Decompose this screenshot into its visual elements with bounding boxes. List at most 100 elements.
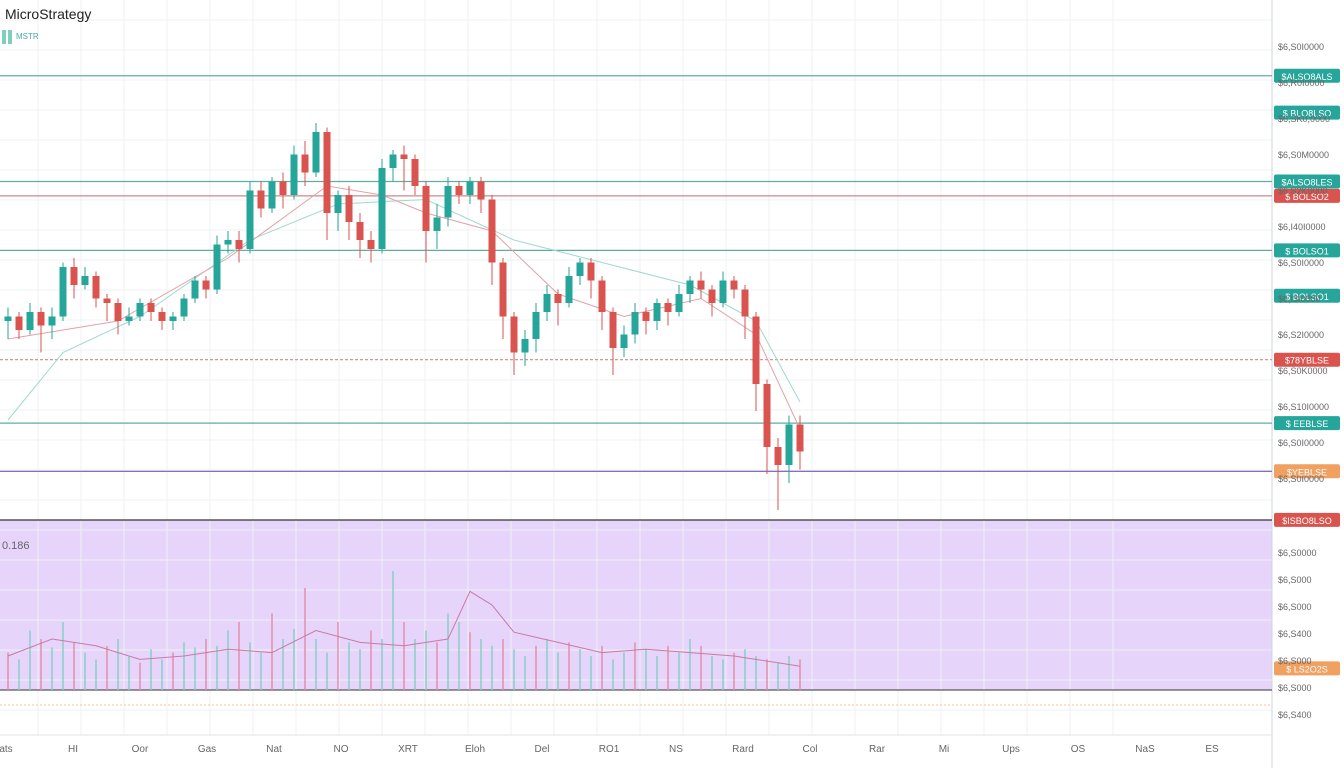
price-badge-label: $ BLO8LSO xyxy=(1283,109,1332,119)
candle-body xyxy=(785,424,793,465)
oscillator-line xyxy=(7,590,801,667)
osc-tick-label: $6,S000 xyxy=(1278,683,1312,693)
y-tick-label: $6,R0I0000 xyxy=(1278,78,1325,88)
candle-body xyxy=(180,298,188,317)
candle-body xyxy=(455,186,463,195)
candle-body xyxy=(169,316,177,321)
price-badge xyxy=(1274,352,1340,367)
price-badge xyxy=(1274,512,1340,527)
candle-body xyxy=(378,168,386,249)
price-badge xyxy=(1274,288,1340,303)
osc-tick-label: $6,S000 xyxy=(1278,656,1312,666)
price-badge-label: $ISBO8LSO xyxy=(1282,516,1332,526)
candle-body xyxy=(37,312,45,326)
x-tick-label: Rar xyxy=(869,744,886,755)
price-badge-label: $78YBLSE xyxy=(1285,356,1329,366)
candle-body xyxy=(213,244,221,290)
candle-body xyxy=(653,303,661,321)
y-tick-label: $6,S10I0000 xyxy=(1278,402,1329,412)
candle-body xyxy=(752,316,760,384)
x-tick-label: Col xyxy=(802,744,817,755)
candle-body xyxy=(477,181,485,200)
candle-body xyxy=(411,159,419,186)
candle-body xyxy=(191,280,199,299)
osc-tick-label: $6,S400 xyxy=(1278,629,1312,639)
x-tick-label: ES xyxy=(1205,744,1219,755)
x-tick-label: RO1 xyxy=(599,744,620,755)
candle-body xyxy=(136,303,144,317)
candle-body xyxy=(554,294,562,303)
oscillator-value: 0.186 xyxy=(2,540,30,552)
candle-body xyxy=(532,312,540,339)
candle-body xyxy=(48,316,56,326)
symbol-legend: MSTR xyxy=(2,30,39,44)
osc-tick-label: $6,S000 xyxy=(1278,575,1312,585)
price-badge-label: $YEBLSE xyxy=(1287,467,1327,477)
candle-body xyxy=(59,267,67,317)
candle-body xyxy=(125,316,133,321)
candle-body xyxy=(763,384,771,447)
price-badge-label: $ALSO8LES xyxy=(1281,178,1332,188)
price-badge-label: $ALSO8ALS xyxy=(1281,72,1332,82)
x-tick-label: NO xyxy=(334,744,349,755)
price-badge xyxy=(1274,464,1340,479)
x-tick-label: Del xyxy=(534,744,549,755)
candle-body xyxy=(257,190,265,209)
oscillator-pane xyxy=(0,520,1272,690)
x-tick-label: Rard xyxy=(732,744,754,755)
candle-body xyxy=(356,222,364,240)
candle-body xyxy=(147,303,155,312)
candle-body xyxy=(521,339,529,353)
candle-body xyxy=(433,217,441,231)
candle-body xyxy=(224,240,232,245)
moving-average-fast xyxy=(7,185,801,430)
osc-tick-label: $6,S400 xyxy=(1278,710,1312,720)
candle-body xyxy=(598,280,606,312)
x-tick-label: OS xyxy=(1071,744,1086,755)
candle-body xyxy=(367,240,375,249)
candle-body xyxy=(4,316,12,321)
candle-body xyxy=(279,181,287,195)
candle-body xyxy=(466,181,474,195)
x-tick-label: Nat xyxy=(266,744,282,755)
candle-body xyxy=(510,316,518,353)
x-tick-label: Gas xyxy=(198,744,216,755)
osc-tick-label: $6,S000 xyxy=(1278,602,1312,612)
candle-body xyxy=(565,276,573,303)
x-tick-label: HI xyxy=(68,744,78,755)
candle-body xyxy=(312,132,320,173)
candle-body xyxy=(609,312,617,348)
candle-body xyxy=(631,312,639,335)
price-badge-label: $ EEBLSE xyxy=(1286,419,1329,429)
candle-body xyxy=(576,262,584,276)
candle-body xyxy=(587,262,595,281)
x-tick-label: XRT xyxy=(398,744,418,755)
x-tick-label: Mi xyxy=(939,744,950,755)
candle-body xyxy=(26,312,34,330)
candle-body xyxy=(268,181,276,209)
candle-body xyxy=(345,195,353,222)
candle-body xyxy=(664,303,672,312)
y-tick-label: $6,S0I0000 xyxy=(1278,42,1324,52)
candle-body xyxy=(15,316,23,330)
price-badge xyxy=(1274,243,1340,258)
x-tick-label: Oor xyxy=(132,744,149,755)
candle-body xyxy=(741,289,749,317)
candle-body xyxy=(301,154,309,173)
candle-body xyxy=(730,280,738,290)
price-badge xyxy=(1274,188,1340,203)
x-tick-label: Eloh xyxy=(465,744,485,755)
y-tick-label: $6,I40I0000 xyxy=(1278,222,1326,232)
chart-title: MicroStrategy xyxy=(5,6,92,22)
candle-body xyxy=(675,294,683,312)
candle-body xyxy=(158,312,166,321)
x-tick-label: ats xyxy=(0,744,13,755)
y-tick-label: $6,S0I0000 xyxy=(1278,258,1324,268)
price-badge-label: $ BOLSO2 xyxy=(1285,192,1329,202)
candle-body xyxy=(92,276,100,299)
candle-body xyxy=(642,312,650,321)
candle-body xyxy=(323,132,331,213)
candle-body xyxy=(708,289,716,303)
candle-body xyxy=(246,190,254,249)
